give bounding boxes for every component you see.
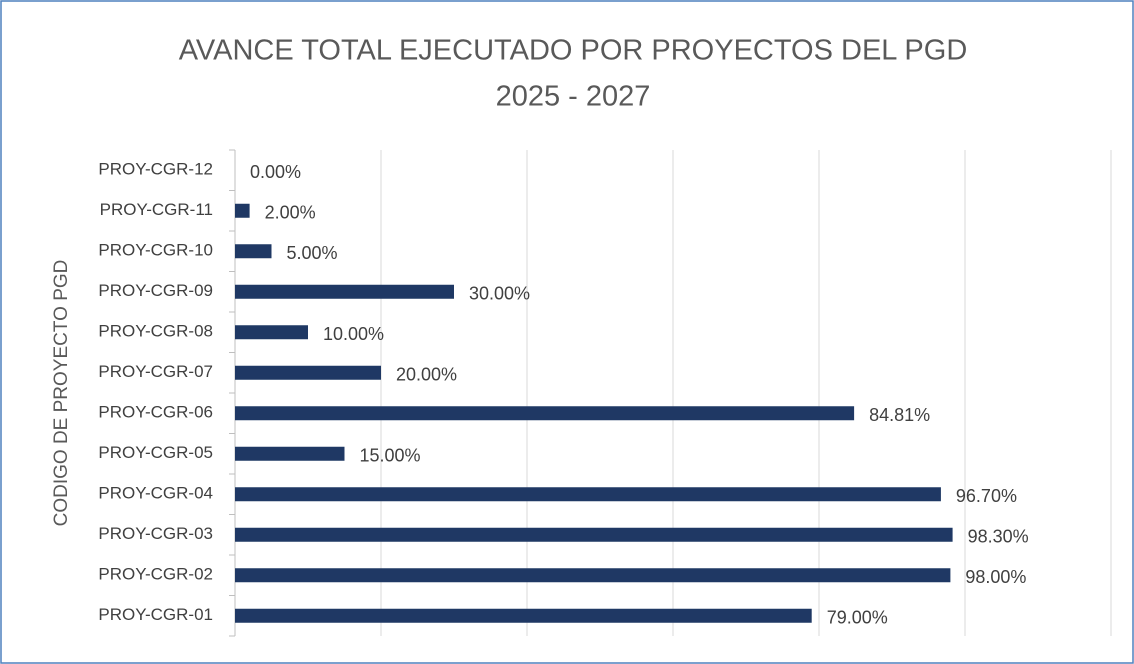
value-label: 98.30% <box>968 527 1029 547</box>
y-tick-label: PROY-CGR-06 <box>98 403 213 422</box>
value-label: 30.00% <box>469 284 530 304</box>
bar <box>235 446 345 461</box>
value-label: 96.70% <box>956 486 1017 506</box>
value-label: 84.81% <box>869 405 930 425</box>
bar <box>235 527 953 542</box>
value-label: 10.00% <box>323 324 384 344</box>
bar <box>235 244 272 259</box>
chart-title: 2025 - 2027 <box>496 81 651 113</box>
y-tick-label: PROY-CGR-11 <box>100 200 213 219</box>
y-tick-label: PROY-CGR-02 <box>98 565 213 584</box>
value-label: 2.00% <box>265 203 316 223</box>
value-label: 15.00% <box>360 446 421 466</box>
y-tick-label: PROY-CGR-09 <box>98 281 213 300</box>
y-axis-label: CODIGO DE PROYECTO PGD <box>51 260 72 527</box>
value-label: 98.00% <box>965 567 1026 587</box>
y-tick-label: PROY-CGR-01 <box>98 605 213 624</box>
bar <box>235 406 855 421</box>
y-tick-label: PROY-CGR-10 <box>98 241 213 260</box>
bar <box>235 325 308 340</box>
y-tick-label: PROY-CGR-07 <box>98 362 213 381</box>
y-tick-label: PROY-CGR-08 <box>98 322 213 341</box>
y-tick-label: PROY-CGR-12 <box>98 160 213 179</box>
bar <box>235 608 812 623</box>
y-tick-label: PROY-CGR-05 <box>98 443 213 462</box>
bar <box>235 365 381 380</box>
value-label: 0.00% <box>250 162 301 182</box>
value-label: 20.00% <box>396 365 457 385</box>
value-label: 5.00% <box>287 243 338 263</box>
y-tick-label: PROY-CGR-04 <box>98 484 213 503</box>
bar <box>235 284 454 299</box>
bar <box>235 487 941 502</box>
bar <box>235 568 951 583</box>
value-label: 79.00% <box>827 608 888 628</box>
y-tick-label: PROY-CGR-03 <box>98 524 213 543</box>
chart-title: AVANCE TOTAL EJECUTADO POR PROYECTOS DEL… <box>179 35 968 67</box>
bar <box>235 203 250 218</box>
